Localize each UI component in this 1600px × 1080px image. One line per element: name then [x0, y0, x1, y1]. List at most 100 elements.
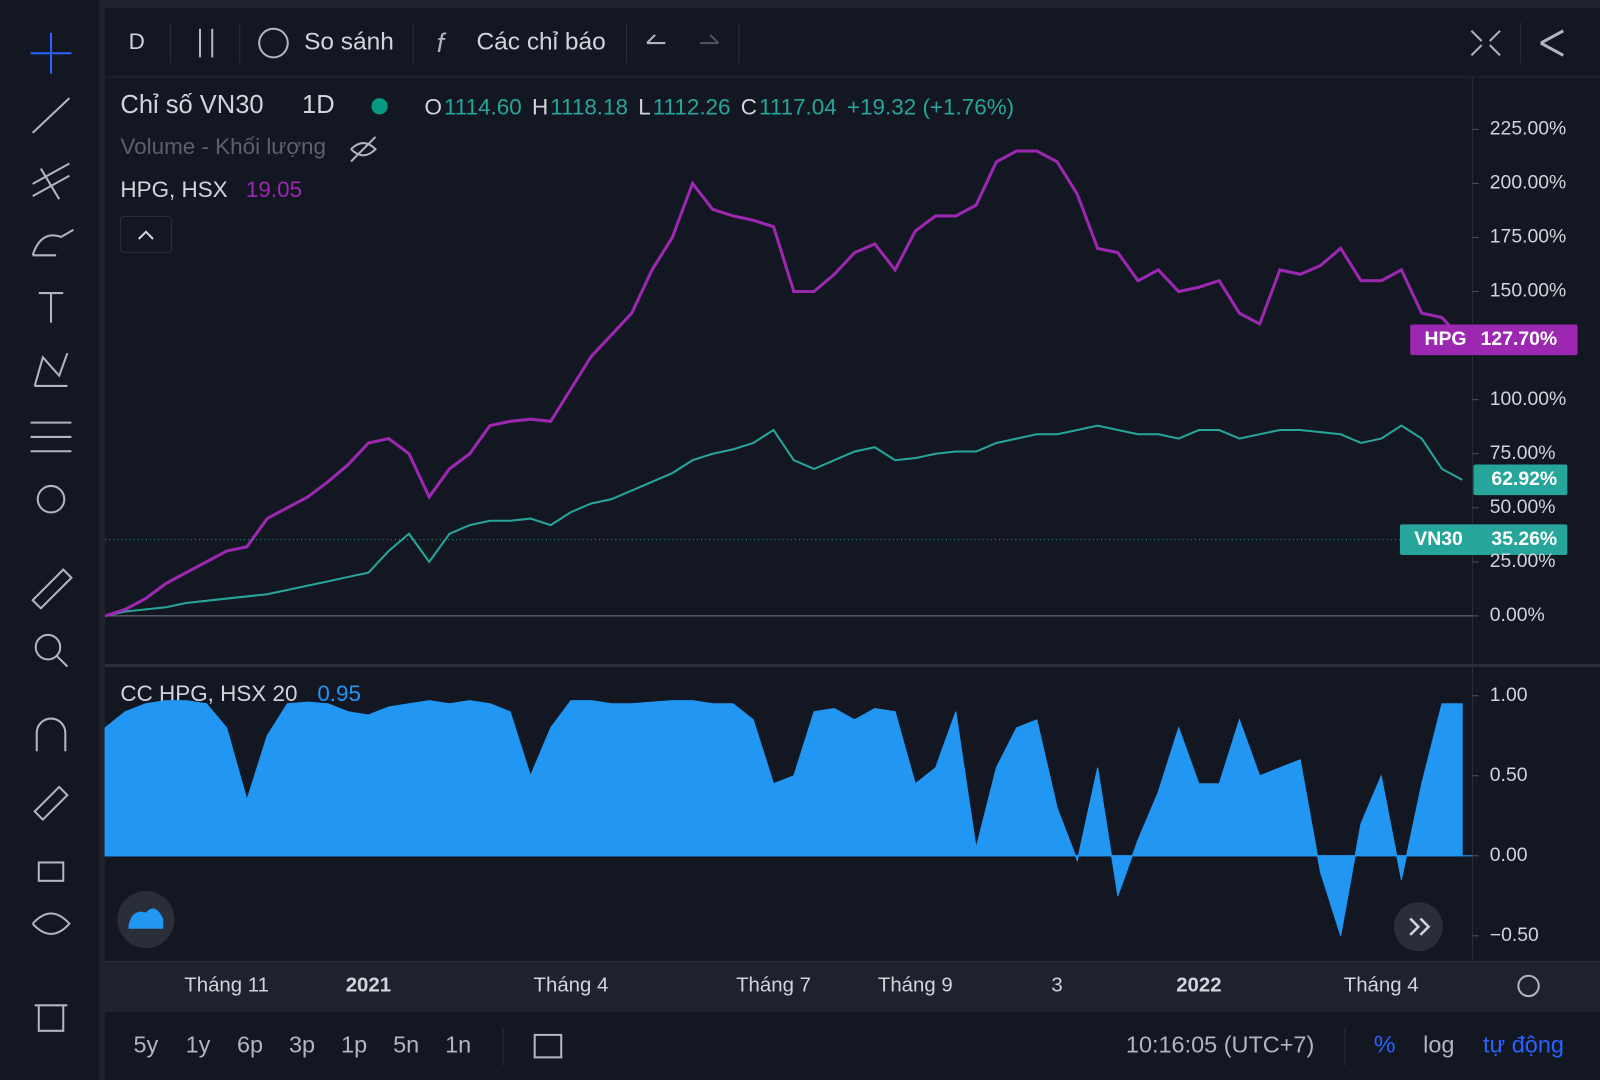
fullscreen-button[interactable] [1470, 30, 1501, 57]
trendline-icon[interactable] [31, 97, 71, 134]
ruler-icon[interactable] [31, 568, 73, 610]
y-tick-label: 0.50 [1490, 764, 1528, 786]
range-button[interactable]: 1y [186, 1031, 211, 1057]
magnet-icon[interactable] [35, 717, 67, 752]
left-toolbar [0, 0, 99, 1080]
y-tick-label: 100.00% [1490, 388, 1567, 410]
price-tag-value: 35.26% [1491, 528, 1557, 550]
unlock-icon[interactable] [37, 861, 65, 882]
price-tag-value: 127.70% [1481, 328, 1557, 350]
ohlc-key: C [741, 94, 757, 119]
bottom-separators [502, 1026, 1346, 1066]
x-tick-label: Tháng 4 [534, 974, 609, 996]
ohlc-value: 1118.18 [550, 94, 628, 119]
undo-button[interactable] [646, 34, 666, 45]
lock-draw-icon[interactable] [33, 785, 69, 822]
y-tick-label: 75.00% [1490, 442, 1556, 464]
series-line [104, 424, 1463, 617]
symbol-interval: 1D [302, 91, 335, 119]
hide-volume-button[interactable] [350, 136, 377, 163]
chart-type-button[interactable] [198, 28, 214, 58]
range-buttons: 5y 1y 6p 3p 1p 5n 1n [134, 1031, 472, 1057]
fx-icon[interactable]: f [437, 28, 447, 58]
indicator-value: 0.95 [317, 681, 361, 706]
x-tick-label: 2022 [1176, 974, 1221, 996]
x-tick-label: 3 [1051, 974, 1062, 996]
brush-icon[interactable] [31, 228, 74, 257]
x-tick-label: Tháng 11 [184, 974, 269, 996]
y-tick-label: −0.50 [1490, 924, 1539, 946]
range-button[interactable]: 5y [134, 1031, 159, 1057]
x-tick-label: 2021 [346, 974, 391, 996]
ohlc-key: O [424, 94, 441, 119]
top-toolbar [105, 8, 1600, 76]
y-tick-label: 0.00 [1490, 844, 1528, 866]
log-toggle[interactable]: log [1423, 1031, 1454, 1057]
clock: 10:16:05 (UTC+7) [1126, 1031, 1314, 1057]
zoom-handle [56, 655, 69, 668]
settings-button[interactable] [1517, 974, 1540, 998]
y-tick-label: 1.00 [1490, 684, 1528, 706]
price-tag [1473, 464, 1568, 496]
crosshair-icon[interactable] [30, 32, 72, 74]
tool-icons[interactable] [30, 32, 74, 1032]
y-tick-label: 225.00% [1490, 118, 1567, 140]
series-line [104, 149, 1464, 618]
ohlc-key: H [532, 94, 548, 119]
volume-legend: Volume - Khối lượng [120, 134, 326, 159]
range-button[interactable]: 3p [289, 1031, 315, 1057]
y-tick-label: 25.00% [1490, 550, 1556, 572]
x-tick-label: Tháng 9 [878, 974, 953, 996]
price-tag-name: VN30 [1414, 528, 1462, 550]
scroll-icon [1409, 917, 1431, 936]
market-status[interactable] [371, 98, 388, 115]
interval-button[interactable]: D [129, 29, 145, 54]
logo-icon [128, 908, 164, 929]
price-tag [1400, 524, 1568, 555]
y-tick-label: 175.00% [1490, 226, 1567, 248]
eye-icon[interactable] [31, 912, 71, 935]
redo-button[interactable] [700, 34, 720, 45]
change: +19.32 (+1.76%) [847, 94, 1014, 119]
emoji-icon[interactable] [36, 484, 66, 514]
y-tick-label: 0.00% [1490, 604, 1545, 626]
compare-button[interactable]: So sánh [304, 29, 394, 56]
indicators-button[interactable]: Các chỉ báo [477, 29, 606, 56]
prediction-icon[interactable] [30, 421, 72, 453]
goto-date-button[interactable] [533, 1033, 563, 1059]
percent-toggle[interactable]: % [1374, 1032, 1396, 1059]
compare-icon[interactable] [258, 27, 289, 59]
y-tick-label: 50.00% [1490, 496, 1556, 518]
text-icon[interactable] [38, 292, 64, 323]
zoom-icon[interactable] [34, 633, 62, 661]
range-button[interactable]: 5n [393, 1031, 419, 1057]
collapse-legend-button[interactable] [119, 216, 172, 253]
y-tick-label: 200.00% [1490, 172, 1567, 194]
trash-icon[interactable] [34, 1004, 68, 1032]
ohlc-value: 1112.26 [653, 94, 731, 119]
compare-legend: HPG, HSX [120, 177, 227, 202]
share-button[interactable] [1540, 29, 1564, 57]
fib-icon[interactable] [32, 162, 70, 200]
x-tick-label: Tháng 7 [736, 974, 811, 996]
ohlc-value: 1117.04 [759, 94, 837, 119]
ohlc-key: L [638, 94, 650, 119]
bottom-toolbar [105, 1012, 1600, 1080]
range-button[interactable]: 1p [341, 1031, 367, 1057]
price-tag [1410, 324, 1578, 356]
range-button[interactable]: 1n [445, 1031, 471, 1057]
toolbar-separators [169, 22, 1521, 64]
range-button[interactable]: 6p [237, 1031, 263, 1057]
price-tag-name: HPG [1424, 328, 1466, 350]
price-tag-value: 62.92% [1491, 468, 1557, 490]
pattern-icon[interactable] [33, 352, 69, 387]
ohlc-legend: O 1114.60 H 1118.18 L 1112.26 C 1117.04 +19.32 (… [424, 94, 1014, 119]
ohlc-value: 1114.60 [444, 94, 522, 119]
x-tick-label: Tháng 4 [1344, 974, 1419, 996]
compare-value: 19.05 [246, 177, 302, 202]
symbol-name: Chỉ số VN30 [120, 91, 263, 119]
y-tick-label: 150.00% [1490, 280, 1567, 302]
auto-toggle[interactable]: tự động [1483, 1031, 1564, 1057]
